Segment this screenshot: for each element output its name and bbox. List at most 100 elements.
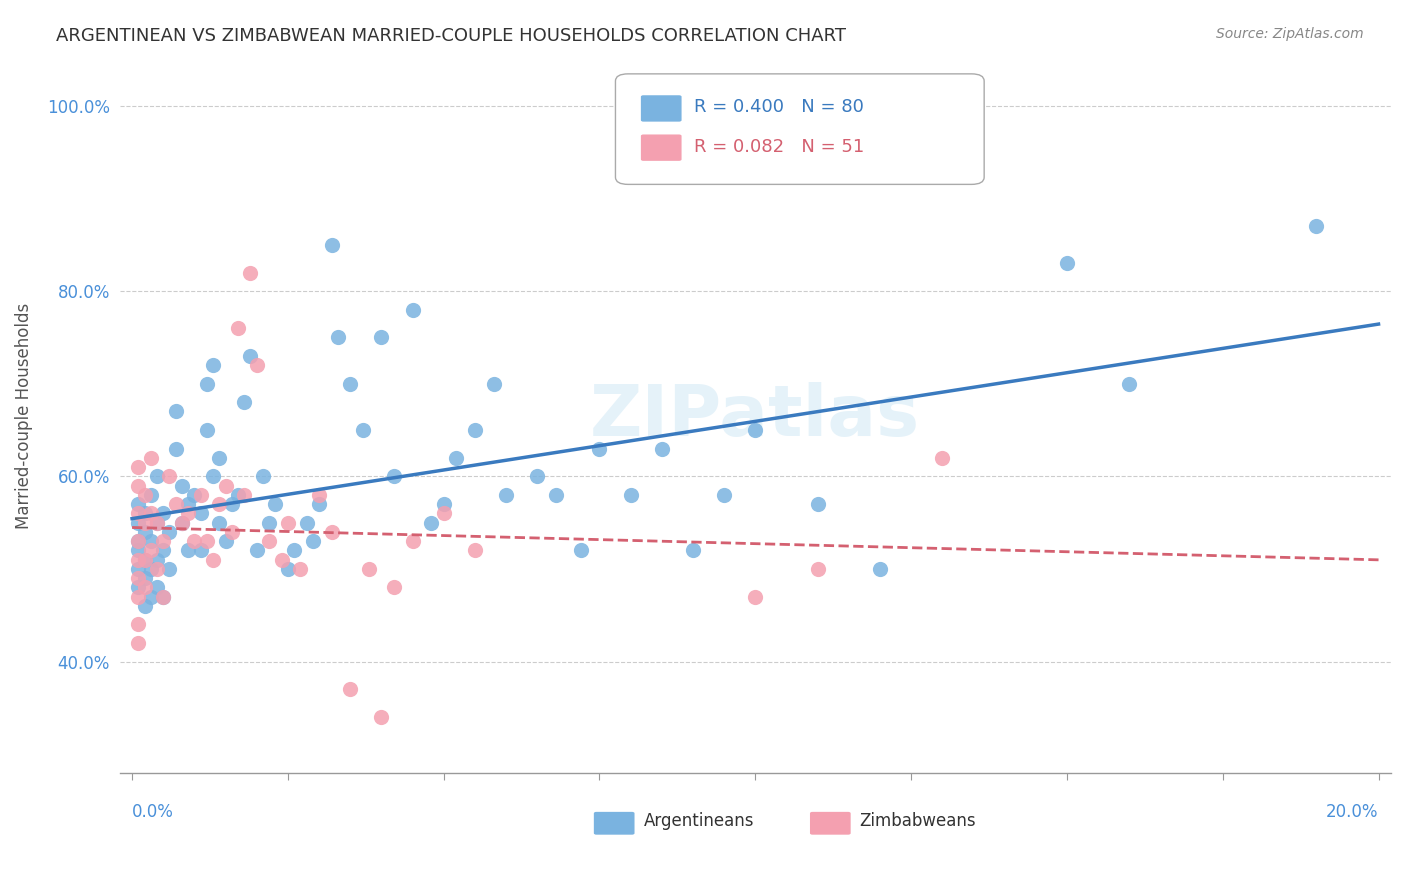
Point: [159, 469, 181, 483]
Point: [152, 543, 174, 558]
Point: [190, 488, 212, 502]
Point: [195, 376, 218, 391]
Point: [139, 590, 162, 604]
Point: [127, 478, 149, 492]
Point: [127, 571, 149, 585]
Point: [146, 552, 169, 566]
Point: [190, 507, 212, 521]
Point: [127, 552, 149, 566]
Point: [134, 571, 156, 585]
Point: [744, 590, 766, 604]
FancyBboxPatch shape: [593, 812, 634, 835]
Point: [208, 516, 231, 530]
Point: [246, 543, 269, 558]
Point: [127, 590, 149, 604]
Point: [214, 478, 236, 492]
Point: [208, 497, 231, 511]
Point: [1056, 256, 1078, 270]
Point: [482, 376, 505, 391]
Point: [357, 562, 380, 576]
Y-axis label: Married-couple Households: Married-couple Households: [15, 303, 32, 529]
FancyBboxPatch shape: [641, 95, 682, 121]
Point: [807, 497, 830, 511]
Point: [277, 516, 299, 530]
Point: [134, 581, 156, 595]
Point: [214, 534, 236, 549]
Point: [146, 516, 169, 530]
Text: 20.0%: 20.0%: [1326, 803, 1378, 822]
Point: [127, 534, 149, 549]
Point: [401, 534, 423, 549]
Point: [869, 562, 891, 576]
Point: [152, 534, 174, 549]
Point: [326, 330, 349, 344]
Point: [370, 330, 392, 344]
Point: [170, 516, 193, 530]
Point: [139, 450, 162, 465]
Text: R = 0.400   N = 80: R = 0.400 N = 80: [695, 97, 865, 116]
Point: [239, 349, 262, 363]
Point: [283, 543, 305, 558]
Point: [588, 442, 610, 456]
Point: [464, 423, 486, 437]
Point: [308, 488, 330, 502]
Point: [257, 516, 280, 530]
Point: [177, 497, 200, 511]
Point: [1305, 219, 1327, 234]
Point: [464, 543, 486, 558]
Point: [420, 516, 443, 530]
Point: [382, 581, 405, 595]
Point: [134, 552, 156, 566]
Point: [651, 442, 673, 456]
Point: [134, 507, 156, 521]
Point: [321, 237, 343, 252]
Point: [139, 534, 162, 549]
Point: [127, 497, 149, 511]
Point: [165, 497, 187, 511]
Point: [252, 469, 274, 483]
Point: [433, 507, 456, 521]
Point: [127, 636, 149, 650]
Point: [544, 488, 567, 502]
Point: [159, 524, 181, 539]
Point: [339, 376, 361, 391]
Point: [295, 516, 318, 530]
Point: [620, 488, 643, 502]
Point: [401, 302, 423, 317]
Point: [183, 488, 205, 502]
Point: [190, 543, 212, 558]
Point: [146, 469, 169, 483]
Point: [127, 617, 149, 632]
Point: [127, 562, 149, 576]
Point: [139, 562, 162, 576]
Point: [152, 590, 174, 604]
Point: [277, 562, 299, 576]
FancyBboxPatch shape: [641, 135, 682, 161]
Point: [308, 497, 330, 511]
Point: [569, 543, 592, 558]
Point: [146, 581, 169, 595]
Point: [165, 442, 187, 456]
Point: [134, 552, 156, 566]
Point: [233, 488, 256, 502]
Point: [177, 543, 200, 558]
Point: [127, 516, 149, 530]
Point: [134, 516, 156, 530]
Point: [221, 497, 243, 511]
Point: [139, 543, 162, 558]
Text: ZIPatlas: ZIPatlas: [591, 382, 921, 450]
Point: [127, 534, 149, 549]
Point: [127, 581, 149, 595]
Point: [146, 516, 169, 530]
Point: [931, 450, 953, 465]
Point: [170, 478, 193, 492]
Point: [127, 460, 149, 475]
Point: [682, 543, 704, 558]
Point: [202, 358, 225, 372]
Point: [134, 524, 156, 539]
Point: [152, 590, 174, 604]
Point: [159, 562, 181, 576]
Point: [382, 469, 405, 483]
Point: [183, 534, 205, 549]
Point: [165, 404, 187, 418]
